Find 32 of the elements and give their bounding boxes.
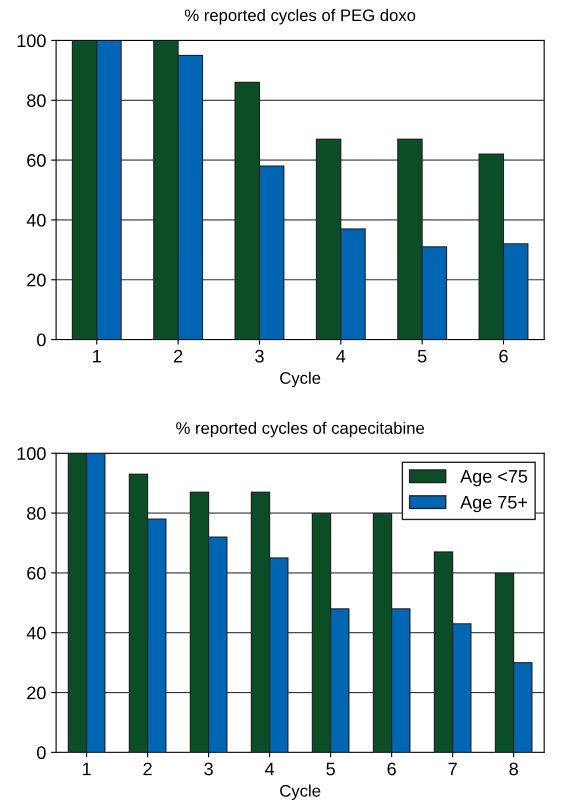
y-tick-label: 80 xyxy=(27,507,46,520)
x-tick-label: 4 xyxy=(336,350,346,362)
x-tick-label: 7 xyxy=(448,762,457,776)
x-tick-label: 6 xyxy=(388,762,396,776)
y-tick-label: 20 xyxy=(27,686,46,700)
x-tick-label: 1 xyxy=(82,762,91,776)
y-tick-label: 80 xyxy=(27,94,46,107)
y-tick-label: 0 xyxy=(37,334,46,346)
x-tick-label: 2 xyxy=(144,762,152,776)
x-tick-label: 6 xyxy=(499,350,508,363)
x-tick-label: 5 xyxy=(418,350,426,363)
legend-label: Age <75 xyxy=(460,470,528,486)
legend-label: Age 75+ xyxy=(460,496,528,512)
y-tick-label: 100 xyxy=(18,34,46,48)
y-tick-label: 20 xyxy=(27,274,46,286)
x-tick-label: 8 xyxy=(509,762,518,776)
x-tick-label: 4 xyxy=(265,762,274,776)
x-axis-title: Cycle xyxy=(280,372,320,388)
chart-title: % reported cycles of capecitabine xyxy=(176,422,424,438)
x-tick-label: 1 xyxy=(93,350,101,362)
chart-title: % reported cycles of PEG doxo xyxy=(184,8,416,24)
y-tick-label: 40 xyxy=(26,214,46,227)
y-tick-label: 100 xyxy=(18,447,46,460)
y-tick-label: 60 xyxy=(27,154,46,167)
x-tick-label: 5 xyxy=(326,762,335,776)
y-tick-label: 0 xyxy=(37,746,46,760)
x-tick-label: 2 xyxy=(174,350,182,362)
y-tick-label: 60 xyxy=(27,566,46,580)
x-axis-title: Cycle xyxy=(280,784,320,800)
x-tick-label: 3 xyxy=(204,762,213,776)
x-tick-label: 3 xyxy=(255,350,264,363)
y-tick-label: 40 xyxy=(26,626,46,640)
